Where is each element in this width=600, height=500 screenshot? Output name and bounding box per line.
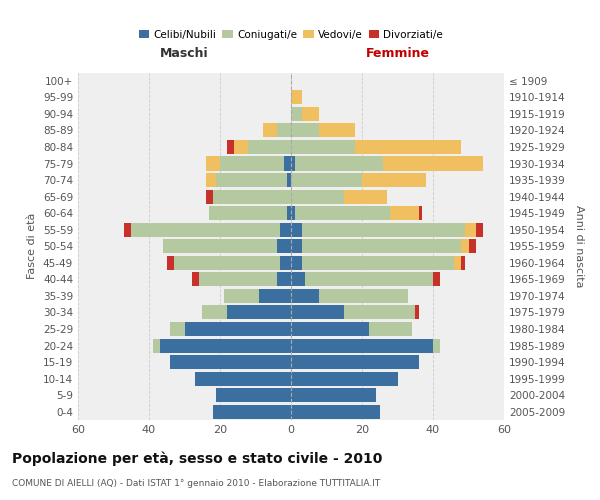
Bar: [277, 239, 291, 254]
Bar: [287, 173, 291, 187]
Bar: [202, 306, 227, 320]
Bar: [227, 140, 234, 154]
Bar: [433, 338, 440, 352]
Bar: [383, 156, 482, 170]
Bar: [191, 272, 199, 286]
Bar: [195, 372, 291, 386]
Bar: [291, 404, 380, 419]
Bar: [206, 173, 217, 187]
Bar: [344, 190, 387, 203]
Bar: [277, 124, 291, 138]
Bar: [234, 140, 248, 154]
Bar: [302, 256, 454, 270]
Bar: [199, 272, 277, 286]
Bar: [152, 338, 160, 352]
Bar: [291, 156, 295, 170]
Bar: [209, 206, 287, 220]
Bar: [287, 206, 291, 220]
Bar: [217, 388, 291, 402]
Bar: [167, 256, 174, 270]
Bar: [160, 338, 291, 352]
Bar: [259, 289, 291, 303]
Bar: [220, 156, 284, 170]
Bar: [344, 306, 415, 320]
Bar: [163, 239, 277, 254]
Bar: [284, 156, 291, 170]
Text: Maschi: Maschi: [160, 48, 209, 60]
Bar: [291, 140, 355, 154]
Bar: [263, 124, 277, 138]
Bar: [185, 322, 291, 336]
Bar: [469, 239, 476, 254]
Bar: [362, 173, 426, 187]
Bar: [415, 306, 419, 320]
Bar: [391, 206, 419, 220]
Bar: [291, 107, 302, 121]
Bar: [206, 156, 220, 170]
Bar: [170, 355, 291, 369]
Bar: [213, 404, 291, 419]
Bar: [227, 306, 291, 320]
Bar: [291, 322, 369, 336]
Bar: [454, 256, 461, 270]
Y-axis label: Fasce di età: Fasce di età: [28, 213, 37, 280]
Bar: [319, 124, 355, 138]
Bar: [355, 140, 461, 154]
Bar: [291, 239, 302, 254]
Bar: [291, 190, 344, 203]
Bar: [131, 222, 280, 236]
Bar: [291, 206, 295, 220]
Bar: [291, 272, 305, 286]
Bar: [291, 338, 433, 352]
Bar: [291, 222, 302, 236]
Bar: [465, 222, 476, 236]
Text: COMUNE DI AIELLI (AQ) - Dati ISTAT 1° gennaio 2010 - Elaborazione TUTTITALIA.IT: COMUNE DI AIELLI (AQ) - Dati ISTAT 1° ge…: [12, 479, 380, 488]
Bar: [248, 140, 291, 154]
Bar: [291, 306, 344, 320]
Bar: [302, 239, 461, 254]
Bar: [291, 124, 319, 138]
Bar: [369, 322, 412, 336]
Bar: [280, 256, 291, 270]
Bar: [217, 173, 287, 187]
Bar: [291, 173, 362, 187]
Bar: [124, 222, 131, 236]
Text: Popolazione per età, sesso e stato civile - 2010: Popolazione per età, sesso e stato civil…: [12, 451, 382, 466]
Bar: [295, 156, 383, 170]
Bar: [291, 388, 376, 402]
Bar: [213, 190, 291, 203]
Bar: [433, 272, 440, 286]
Bar: [291, 372, 398, 386]
Bar: [305, 272, 433, 286]
Y-axis label: Anni di nascita: Anni di nascita: [574, 205, 584, 288]
Legend: Celibi/Nubili, Coniugati/e, Vedovi/e, Divorziati/e: Celibi/Nubili, Coniugati/e, Vedovi/e, Di…: [134, 26, 448, 44]
Bar: [302, 107, 319, 121]
Bar: [461, 256, 465, 270]
Bar: [174, 256, 280, 270]
Bar: [291, 90, 302, 104]
Bar: [291, 289, 319, 303]
Bar: [419, 206, 422, 220]
Bar: [319, 289, 408, 303]
Bar: [295, 206, 391, 220]
Bar: [170, 322, 185, 336]
Bar: [461, 239, 469, 254]
Bar: [476, 222, 483, 236]
Bar: [291, 355, 419, 369]
Bar: [224, 289, 259, 303]
Bar: [291, 256, 302, 270]
Bar: [277, 272, 291, 286]
Bar: [206, 190, 213, 203]
Bar: [302, 222, 465, 236]
Bar: [280, 222, 291, 236]
Text: Femmine: Femmine: [365, 48, 430, 60]
